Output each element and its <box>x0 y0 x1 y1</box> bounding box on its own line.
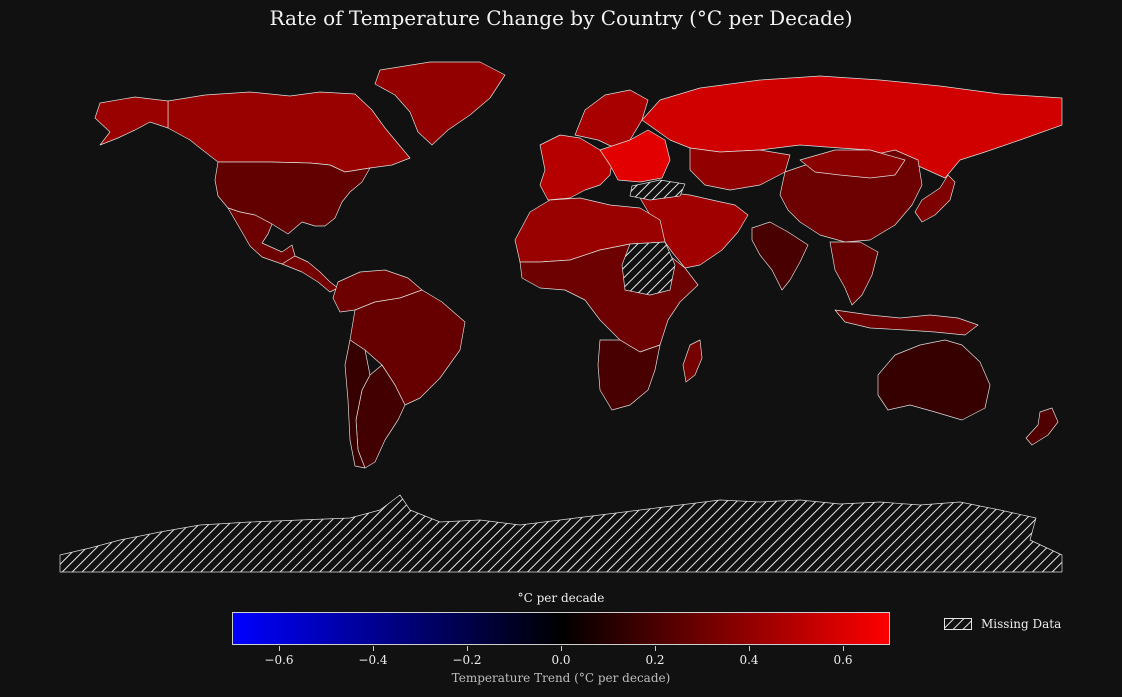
colorbar-tick <box>467 646 468 651</box>
country-mexico <box>227 207 296 265</box>
world-map <box>59 61 1063 573</box>
country-eastern-europe <box>599 129 671 183</box>
country-southeast-asia <box>829 241 879 306</box>
country-canada <box>167 91 411 173</box>
colorbar-tick-label: −0.4 <box>358 653 388 667</box>
colorbar-tick-label: 0.4 <box>739 653 759 667</box>
country-western-europe <box>539 134 613 201</box>
hatch-swatch-icon <box>944 618 972 630</box>
country-turkey <box>629 179 686 201</box>
country-japan <box>914 174 956 223</box>
country-sudan <box>621 241 676 296</box>
country-southern-africa <box>597 339 661 411</box>
colorbar-top-label: °C per decade <box>517 591 605 605</box>
country-new-zealand <box>1025 407 1059 446</box>
missing-data-legend: Missing Data <box>944 615 1061 633</box>
country-australia <box>877 339 991 421</box>
colorbar-tick <box>655 646 656 651</box>
colorbar-tick <box>749 646 750 651</box>
colorbar-tick-label: 0.0 <box>551 653 571 667</box>
country-scandinavia <box>574 89 649 149</box>
country-india <box>751 221 809 291</box>
country-madagascar <box>682 339 703 383</box>
country-mongolia <box>799 149 906 179</box>
missing-data-label: Missing Data <box>981 617 1062 631</box>
colorbar-tick-label: 0.2 <box>645 653 665 667</box>
country-alaska <box>94 96 169 146</box>
country-greenland <box>374 61 506 146</box>
country-central-america <box>281 255 339 293</box>
colorbar-tick-label: −0.2 <box>452 653 482 667</box>
colorbar-tick <box>279 646 280 651</box>
colorbar-tick <box>843 646 844 651</box>
colorbar-tick-label: 0.6 <box>833 653 853 667</box>
colorbar-tick <box>373 646 374 651</box>
country-antarctica <box>59 494 1063 573</box>
colorbar-gradient <box>232 612 890 645</box>
colorbar-tick <box>561 646 562 651</box>
colorbar-tick-label: −0.6 <box>264 653 294 667</box>
colorbar-axis-label: Temperature Trend (°C per decade) <box>451 671 671 685</box>
country-brazil <box>349 289 466 406</box>
country-kazakhstan <box>689 147 791 191</box>
country-chile <box>344 339 371 469</box>
country-indonesia <box>834 309 979 336</box>
map-title: Rate of Temperature Change by Country (°… <box>269 6 853 30</box>
